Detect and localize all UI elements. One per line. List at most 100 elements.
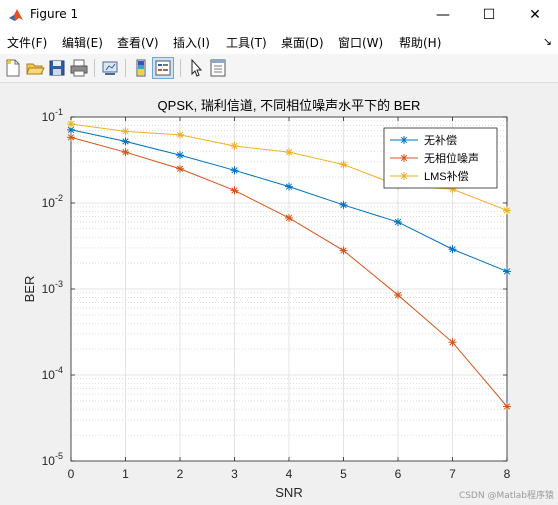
- minimize-button[interactable]: —: [420, 0, 466, 30]
- close-button[interactable]: ✕: [512, 0, 558, 30]
- data-point: [67, 119, 75, 128]
- y-tick-exponent: -2: [55, 193, 63, 203]
- menu-bar: 文件(F) 编辑(E) 查看(V) 插入(I) 工具(T) 桌面(D) 窗口(W…: [0, 30, 558, 54]
- y-tick-exponent: -1: [55, 107, 63, 117]
- toolbar: [0, 54, 558, 83]
- marker-stroke: [340, 247, 347, 254]
- x-tick-label: 4: [286, 467, 293, 481]
- matlab-icon: [9, 9, 23, 21]
- y-tick-exponent: -4: [55, 365, 63, 375]
- marker-stroke: [285, 183, 293, 190]
- open-file-icon[interactable]: [25, 58, 45, 78]
- x-tick-label: 2: [177, 467, 184, 481]
- menu-tools[interactable]: 工具(T): [226, 36, 267, 50]
- marker-stroke: [67, 126, 75, 133]
- figure-canvas[interactable]: 0 1 2 3 4 5 6 7 8 10-5 10-4 10-3 10-2 10-1 QPSK, 瑞利信道,…: [0, 83, 558, 505]
- menu-window[interactable]: 窗口(W): [338, 36, 384, 50]
- marker-stroke: [122, 149, 129, 156]
- print-icon[interactable]: [69, 58, 89, 78]
- marker-stroke: [400, 172, 408, 180]
- legend-marker: [400, 172, 408, 180]
- data-point: [394, 291, 402, 300]
- marker-stroke: [285, 214, 293, 222]
- window-title: Figure 1: [30, 7, 79, 21]
- x-tick-label: 1: [122, 467, 129, 481]
- data-point: [285, 182, 293, 191]
- watermark: CSDN @Matlab程序猿: [458, 491, 554, 501]
- marker-stroke: [503, 268, 511, 275]
- menu-help[interactable]: 帮助(H): [399, 36, 442, 50]
- x-tick-label: 7: [449, 467, 456, 481]
- insert-colorbar-icon[interactable]: [131, 58, 151, 78]
- marker-stroke: [67, 120, 75, 128]
- toolbar-separator: [125, 59, 126, 77]
- marker-stroke: [231, 167, 238, 174]
- menu-edit[interactable]: 编辑(E): [62, 36, 103, 50]
- new-figure-icon[interactable]: [3, 58, 23, 78]
- data-point: [176, 164, 184, 173]
- data-point: [503, 206, 511, 215]
- legend-marker: [400, 136, 408, 144]
- y-tick-label: 10-1: [42, 107, 63, 124]
- menu-insert[interactable]: 插入(I): [173, 36, 210, 50]
- maximize-button[interactable]: ☐: [466, 0, 512, 30]
- marker-stroke: [340, 201, 347, 209]
- data-point: [121, 127, 130, 136]
- link-plot-icon[interactable]: [100, 58, 120, 78]
- y-tick-label: 10-2: [42, 193, 63, 210]
- legend-label: 无相位噪声: [424, 151, 479, 165]
- marker-stroke: [122, 128, 129, 135]
- data-point: [230, 166, 239, 175]
- pointer-icon[interactable]: [186, 58, 206, 78]
- ber-plot[interactable]: 0 1 2 3 4 5 6 7 810-510-410-310-210-1 QPSK, 瑞利信道,…: [0, 83, 558, 505]
- data-point: [285, 148, 293, 157]
- data-point: [121, 137, 130, 146]
- data-point: [230, 142, 239, 151]
- marker-stroke: [176, 165, 184, 172]
- data-point: [503, 267, 511, 276]
- arrow-icon[interactable]: ↘: [542, 35, 552, 48]
- menu-desktop[interactable]: 桌面(D): [281, 36, 324, 50]
- x-tick-label: 5: [340, 467, 347, 481]
- y-tick-base: 10: [42, 110, 56, 124]
- y-tick-base: 10: [42, 196, 56, 210]
- marker-stroke: [449, 246, 456, 253]
- marker-stroke: [67, 134, 75, 141]
- marker-stroke: [176, 131, 184, 139]
- data-point: [448, 338, 457, 347]
- y-tick-base: 10: [42, 368, 56, 382]
- marker-stroke: [122, 138, 129, 145]
- data-point: [448, 245, 457, 254]
- marker-stroke: [400, 154, 408, 162]
- data-point: [394, 218, 402, 227]
- y-axis-label: BER: [22, 276, 37, 303]
- data-point: [339, 160, 348, 169]
- data-point: [67, 133, 75, 142]
- save-icon[interactable]: [47, 58, 67, 78]
- title-bar[interactable]: Figure 1 — ☐ ✕: [0, 0, 558, 30]
- minimize-icon: —: [436, 7, 450, 23]
- y-tick-exponent: -3: [55, 279, 63, 289]
- x-axis-label: SNR: [275, 485, 302, 500]
- legend-marker: [400, 154, 408, 162]
- y-tick-base: 10: [42, 282, 56, 296]
- x-tick-label: 3: [231, 467, 238, 481]
- marker-stroke: [400, 136, 408, 144]
- menu-file[interactable]: 文件(F): [7, 36, 48, 50]
- y-tick-exponent: -5: [55, 451, 63, 461]
- property-inspector-icon[interactable]: [208, 58, 228, 78]
- data-point: [230, 186, 239, 195]
- insert-legend-icon[interactable]: [152, 57, 174, 79]
- data-point: [176, 130, 184, 139]
- data-point: [176, 151, 184, 160]
- legend-label: LMS补偿: [424, 169, 469, 183]
- marker-stroke: [503, 403, 511, 410]
- marker-stroke: [285, 149, 293, 156]
- data-point: [285, 213, 293, 222]
- maximize-icon: ☐: [482, 7, 496, 23]
- x-tick-label: 6: [395, 467, 402, 481]
- menu-view[interactable]: 查看(V): [117, 36, 159, 50]
- chart-title: QPSK, 瑞利信道, 不同相位噪声水平下的 BER: [158, 98, 421, 113]
- data-point: [503, 402, 511, 411]
- marker-stroke: [449, 339, 456, 346]
